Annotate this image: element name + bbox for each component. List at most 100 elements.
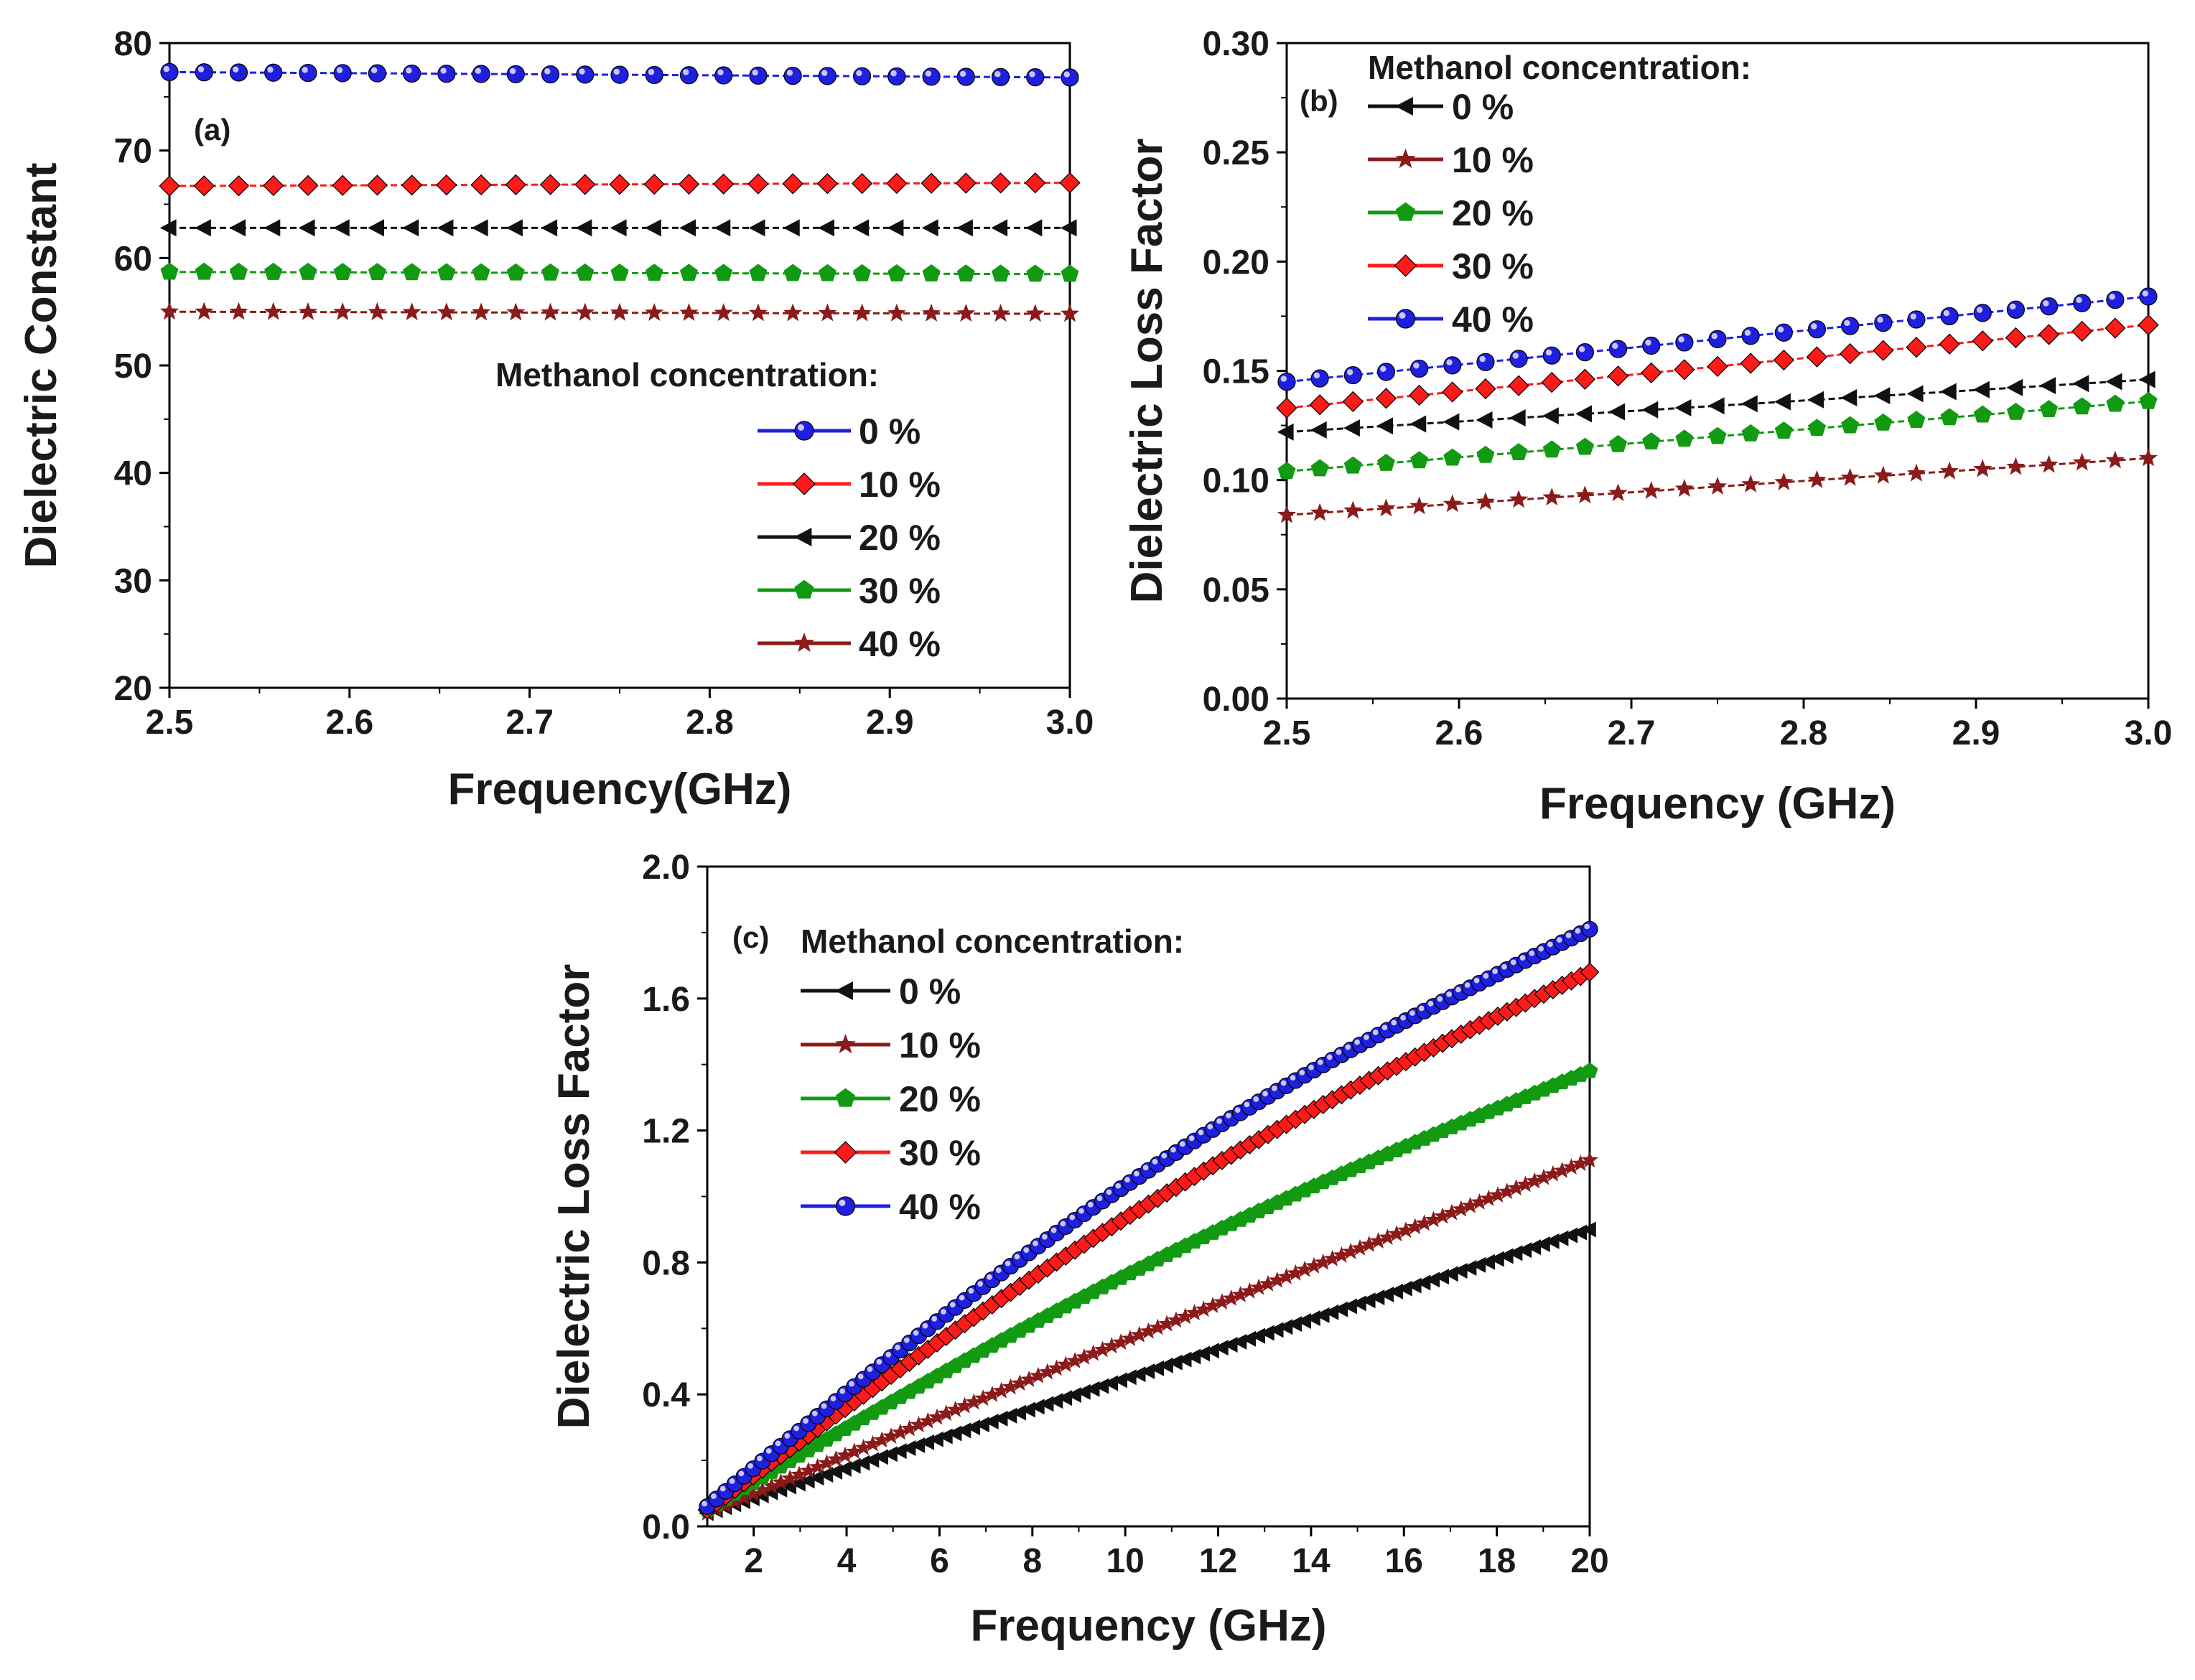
data-point-highlight (1253, 1096, 1259, 1102)
data-point (1025, 219, 1043, 237)
x-tick-label: 2.6 (1435, 714, 1483, 752)
data-point (1268, 1271, 1286, 1288)
data-point-highlight (1413, 363, 1420, 369)
legend-marker (793, 472, 816, 495)
data-point-highlight (1437, 996, 1443, 1002)
data-point (1241, 1282, 1259, 1299)
x-tick-label: 2.7 (505, 704, 554, 742)
y-tick-label: 50 (114, 347, 152, 386)
legend-entry: 40 % (758, 624, 941, 664)
legend-marker (793, 633, 815, 653)
data-point (403, 263, 421, 281)
data-point-highlight (1372, 1030, 1379, 1035)
legend-entry: 10 % (801, 1025, 981, 1065)
data-point (2106, 394, 2125, 412)
data-point (1575, 485, 1595, 504)
data-point (193, 175, 215, 197)
data-point (1375, 388, 1397, 409)
data-point (1343, 456, 1362, 474)
data-point (1343, 365, 1362, 385)
data-point-highlight (1050, 1227, 1057, 1233)
data-point (1507, 1179, 1525, 1196)
data-point-highlight (1280, 1080, 1287, 1086)
data-point (1309, 394, 1330, 416)
data-point (921, 219, 938, 237)
y-tick-label: 20 (114, 670, 152, 708)
panel-label: (b) (1300, 84, 1338, 118)
data-point (1534, 1168, 1553, 1185)
x-tick-label: 2.5 (1263, 714, 1311, 752)
x-tick-label: 2.9 (866, 704, 914, 742)
data-point (506, 263, 525, 281)
data-point (1002, 1378, 1020, 1395)
data-point-highlight (1910, 313, 1916, 319)
data-point (891, 1423, 909, 1440)
data-point (1476, 492, 1496, 510)
data-point (333, 64, 352, 83)
data-point (983, 1385, 1001, 1402)
data-point-highlight (803, 1418, 808, 1424)
data-point-highlight (1115, 1182, 1122, 1189)
x-tick-label: 6 (930, 1542, 949, 1580)
data-point-highlight (1381, 1025, 1388, 1030)
data-point (1425, 1210, 1443, 1228)
series-0-pct (160, 62, 1079, 87)
data-point (1675, 333, 1694, 352)
data-point (1130, 1325, 1148, 1343)
x-tick-label: 12 (1199, 1542, 1237, 1580)
data-point (818, 219, 834, 237)
data-point-highlight (857, 1373, 864, 1380)
y-tick-label: 0.4 (642, 1376, 690, 1414)
data-point-highlight (1976, 307, 1983, 313)
data-point (1259, 1274, 1277, 1292)
data-point (1094, 1340, 1112, 1358)
y-tick-label: 0.05 (1203, 571, 1269, 610)
data-point (1213, 1293, 1231, 1310)
panel-label: (a) (194, 113, 230, 146)
y-tick-label: 0.8 (642, 1244, 690, 1282)
data-point (818, 303, 837, 322)
data-point-highlight (729, 1478, 735, 1484)
series-20-pct (159, 219, 1077, 237)
data-point (783, 66, 802, 85)
data-point (576, 65, 595, 84)
data-point-highlight (1510, 959, 1516, 966)
data-point-highlight (1545, 349, 1552, 356)
data-point-highlight (1290, 1075, 1296, 1081)
data-point (1642, 432, 1661, 449)
data-point-highlight (941, 1309, 946, 1315)
data-point-highlight (1299, 1070, 1305, 1075)
data-point (471, 219, 488, 237)
data-point (965, 1393, 983, 1410)
data-point (1575, 437, 1594, 455)
y-tick-label: 70 (114, 133, 152, 171)
data-point (1057, 1355, 1075, 1373)
data-point-highlight (903, 1337, 910, 1343)
legend-marker (835, 1034, 856, 1054)
data-point (541, 263, 560, 281)
data-point (263, 174, 284, 197)
data-point (1452, 1200, 1470, 1217)
data-point (1476, 411, 1493, 429)
data-point (1276, 397, 1297, 419)
data-point-highlight (1345, 1044, 1351, 1050)
data-point (333, 263, 352, 281)
data-point (610, 65, 629, 84)
data-point-highlight (1060, 1221, 1066, 1227)
data-point (1277, 462, 1296, 480)
series-10-pct (159, 172, 1081, 197)
data-point (781, 1469, 799, 1486)
data-point-highlight (913, 1330, 919, 1336)
data-point (1038, 1363, 1056, 1380)
data-point (679, 303, 699, 322)
data-point-highlight (1029, 71, 1035, 78)
data-point (974, 1389, 992, 1406)
legend-marker (794, 421, 814, 441)
data-point (1029, 1366, 1047, 1383)
data-point-highlight (1464, 982, 1471, 988)
data-point (1580, 1151, 1599, 1168)
data-point (1471, 1193, 1488, 1210)
data-point (1443, 1203, 1460, 1221)
legend-marker (1395, 309, 1416, 329)
